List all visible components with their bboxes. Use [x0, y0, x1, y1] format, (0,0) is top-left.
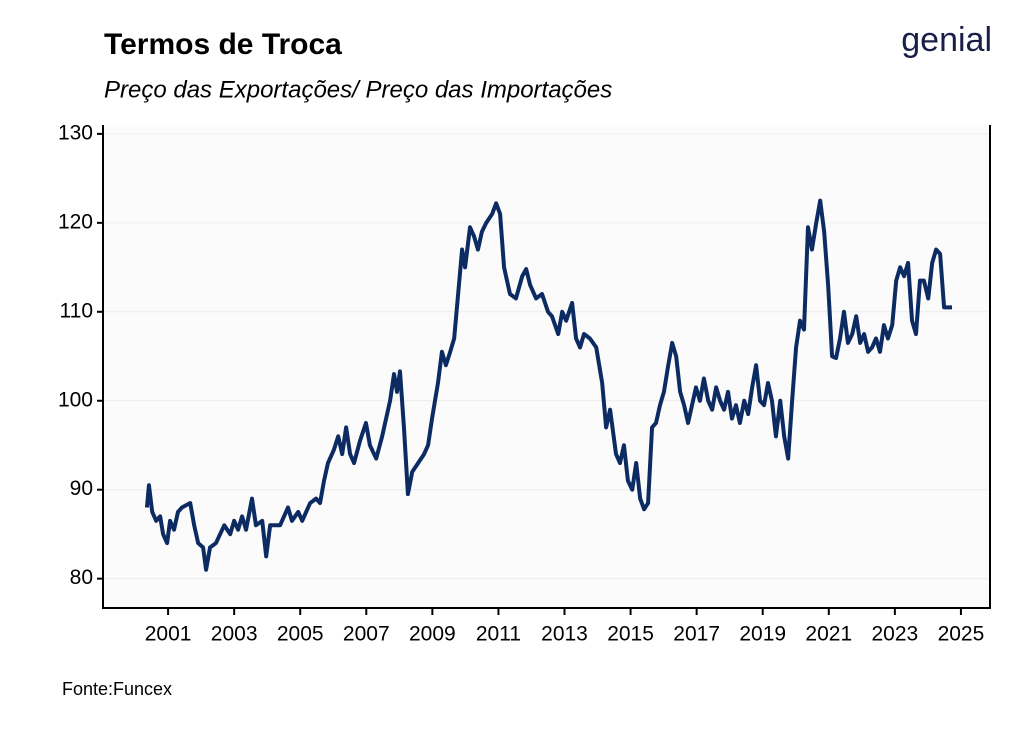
plot-area [103, 125, 990, 608]
x-tick-label: 2025 [938, 623, 985, 646]
data-line [144, 198, 953, 572]
x-tick-label: 2015 [607, 623, 654, 646]
y-tick-label: 110 [60, 299, 93, 322]
x-tick-label: 2005 [277, 623, 324, 646]
x-tick-label: 2007 [343, 623, 390, 646]
y-tick-label: 130 [58, 121, 93, 144]
source-note: Fonte:Funcex [62, 679, 172, 699]
x-tick-label: 2009 [409, 623, 456, 646]
y-tick-label: 120 [58, 210, 93, 233]
y-tick-label: 80 [70, 566, 93, 589]
brand-logo: genial [901, 21, 992, 59]
x-tick-label: 2003 [211, 623, 258, 646]
y-tick-label: 90 [70, 477, 93, 500]
x-tick-label: 2001 [145, 623, 192, 646]
x-tick-label: 2023 [871, 623, 918, 646]
chart-title: Termos de Troca [104, 28, 342, 61]
x-tick-label: 2013 [541, 623, 588, 646]
chart-subtitle: Preço das Exportações/ Preço das Importa… [104, 76, 612, 103]
x-tick-label: 2019 [739, 623, 786, 646]
x-tick-label: 2011 [476, 623, 521, 646]
x-tick-label: 2021 [805, 623, 852, 646]
y-tick-label: 100 [58, 388, 93, 411]
x-tick-label: 2017 [673, 623, 720, 646]
